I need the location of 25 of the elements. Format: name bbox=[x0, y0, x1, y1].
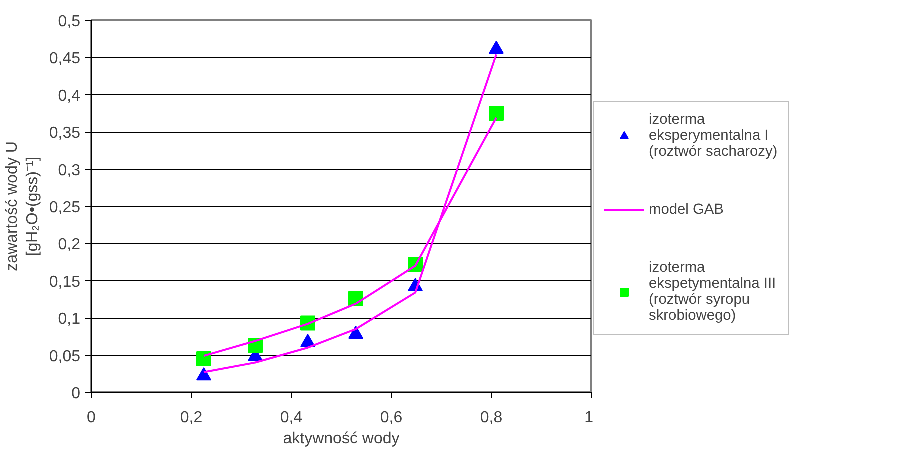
x-tick-label: 0,6 bbox=[380, 410, 403, 426]
x-tick-label: 0,8 bbox=[480, 410, 503, 426]
y-tick-label: 0,45 bbox=[49, 50, 81, 68]
y-axis-title: zawartość wody U [gH₂O•(gss)⁻¹] bbox=[4, 142, 42, 272]
y-tick-label: 0,1 bbox=[58, 311, 81, 328]
x-axis-title: aktywność wody bbox=[283, 430, 400, 448]
y-tick-label: 0,5 bbox=[58, 14, 81, 30]
x-tick-label: 0,2 bbox=[180, 410, 203, 426]
x-tick-label: 1 bbox=[584, 410, 594, 426]
y-tick-label: 0,15 bbox=[49, 274, 81, 291]
y-tick-label: 0,25 bbox=[49, 200, 81, 216]
x-tick-label: 0 bbox=[87, 410, 96, 426]
point bbox=[489, 106, 504, 121]
y-tick-label: 0,35 bbox=[49, 125, 81, 142]
y-tick-label: 0,2 bbox=[58, 236, 81, 254]
point bbox=[196, 368, 212, 381]
y-tick-label: 0 bbox=[72, 386, 81, 402]
legend-label: model GAB bbox=[649, 202, 724, 218]
x-tick-label: 0,4 bbox=[280, 410, 303, 426]
legend-label: izoterma eksperymentalna I (roztwór sacharozy) bbox=[649, 112, 778, 160]
y-tick-label: 0,4 bbox=[58, 88, 81, 105]
legend-label: izoterma ekspetymentalna III (roztwór syropu skrobiowego) bbox=[649, 260, 776, 324]
y-tick-label: 0,3 bbox=[58, 162, 81, 180]
y-tick-label: 0,05 bbox=[49, 348, 81, 366]
point bbox=[348, 326, 364, 340]
